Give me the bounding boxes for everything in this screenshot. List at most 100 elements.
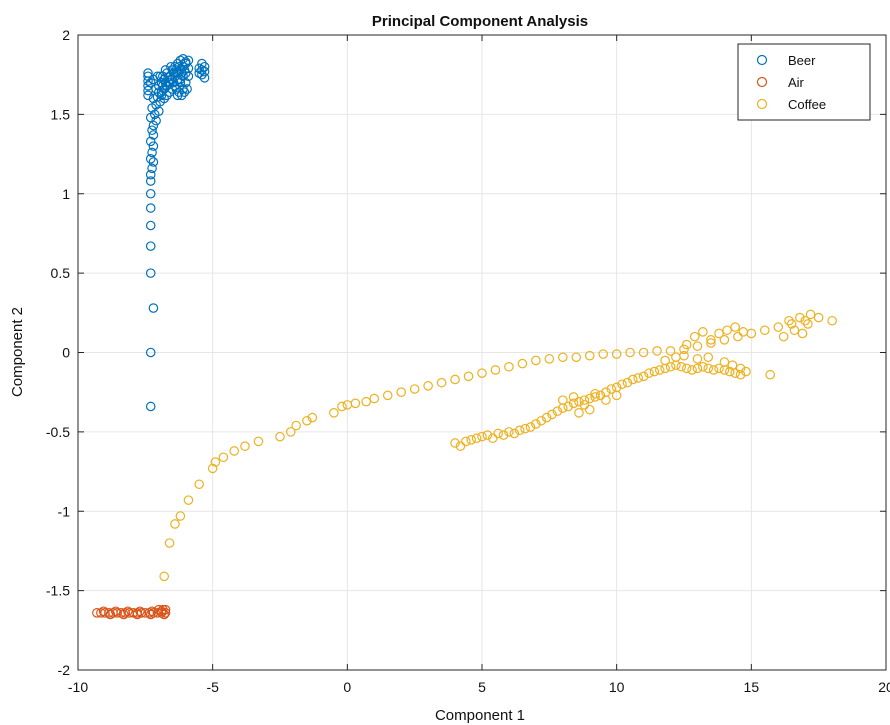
coffee-point [698, 327, 708, 337]
beer-point [180, 68, 191, 78]
coffee-point [170, 519, 180, 529]
coffee-point [692, 341, 703, 351]
x-axis-label: Component 1 [435, 707, 525, 724]
coffee-point [698, 361, 708, 372]
coffee-point [727, 360, 738, 370]
coffee-point [487, 433, 498, 444]
beer-point [147, 125, 157, 136]
coffee-point [681, 339, 692, 350]
beer-point [163, 77, 174, 88]
coffee-point [563, 401, 573, 412]
coffee-point [579, 395, 590, 405]
coffee-point [557, 352, 568, 363]
air-point [156, 606, 167, 617]
y-tick-label: -1.5 [46, 583, 70, 599]
beer-point [148, 93, 159, 104]
beer-point [145, 188, 156, 199]
coffee-point [164, 538, 175, 548]
coffee-point [471, 433, 482, 444]
beer-point [148, 157, 159, 167]
beer-point [199, 66, 210, 77]
coffee-point [531, 355, 541, 366]
y-tick-label: -1 [58, 503, 71, 519]
beer-point [145, 176, 156, 186]
coffee-point [676, 361, 687, 372]
beer-point [151, 115, 161, 126]
coffee-point [584, 404, 595, 415]
coffee-point [396, 387, 406, 397]
coffee-point [644, 368, 654, 378]
coffee-point [536, 415, 547, 426]
coffee-point [601, 395, 611, 405]
coffee-point [240, 441, 250, 451]
coffee-point [706, 338, 716, 348]
air-point [105, 609, 116, 620]
beer-point [176, 90, 187, 101]
coffee-point [584, 393, 595, 404]
beer-point [178, 54, 188, 64]
beer-point [175, 74, 186, 85]
coffee-point [708, 365, 719, 375]
coffee-point [692, 354, 703, 364]
coffee-point [719, 365, 730, 375]
coffee-point [590, 392, 600, 402]
beer-point [175, 55, 186, 66]
legend-label-air: Air [788, 75, 805, 90]
beer-point [152, 71, 163, 82]
coffee-point [595, 390, 606, 401]
beer-point [145, 169, 156, 180]
coffee-point [477, 368, 487, 378]
coffee-point [689, 331, 700, 342]
coffee-point [369, 393, 380, 404]
coffee-point [504, 361, 514, 372]
coffee-point [337, 401, 347, 412]
coffee-point [568, 398, 579, 409]
beer-point [199, 61, 210, 72]
beer-point [145, 136, 156, 147]
axis-ticks: -10 -5 0 5 10 15 20 -2 -1.5 -1 -0.5 0 0.5 1 1.5 2 [46, 27, 890, 695]
x-tick-label: 0 [343, 679, 351, 695]
y-tick-label: 0.5 [51, 265, 71, 281]
coffee-point [514, 425, 525, 436]
coffee-point [735, 363, 746, 374]
coffee-point [778, 331, 789, 342]
coffee-point [611, 390, 622, 401]
coffee-point [159, 571, 169, 582]
coffee-point [649, 366, 660, 377]
coffee-point [329, 408, 339, 418]
y-tick-label: 2 [62, 27, 70, 43]
beer-point [162, 90, 172, 101]
grid-lines [77, 34, 887, 671]
coffee-point [450, 438, 460, 448]
air-point [159, 609, 169, 620]
coffee-point [455, 441, 466, 451]
coffee-point [703, 352, 714, 363]
coffee-point [638, 347, 649, 358]
chart-title: Principal Component Analysis [372, 13, 588, 30]
coffee-point [461, 436, 471, 447]
coffee-point [307, 412, 318, 423]
x-tick-label: 5 [478, 679, 486, 695]
coffee-point [568, 392, 579, 402]
coffee-point [803, 319, 813, 329]
legend-marker-coffee [756, 98, 768, 110]
beer-point [178, 71, 188, 82]
beer-point [145, 268, 156, 278]
legend-marker-beer [756, 54, 768, 66]
beer-point [156, 90, 167, 101]
beer-point [148, 303, 159, 313]
beer-point [143, 90, 153, 101]
y-tick-label: 1 [62, 186, 70, 202]
beer-point [155, 71, 165, 82]
legend: Beer Air Coffee [737, 43, 871, 121]
coffee-point [703, 363, 714, 374]
coffee-point [773, 322, 784, 332]
x-tick-label: -10 [68, 679, 88, 695]
coffee-point [671, 360, 681, 370]
coffee-point [813, 312, 824, 323]
beer-point [160, 65, 171, 75]
coffee-point [584, 350, 595, 361]
coffee-point [350, 398, 361, 409]
beer-point [143, 68, 153, 78]
